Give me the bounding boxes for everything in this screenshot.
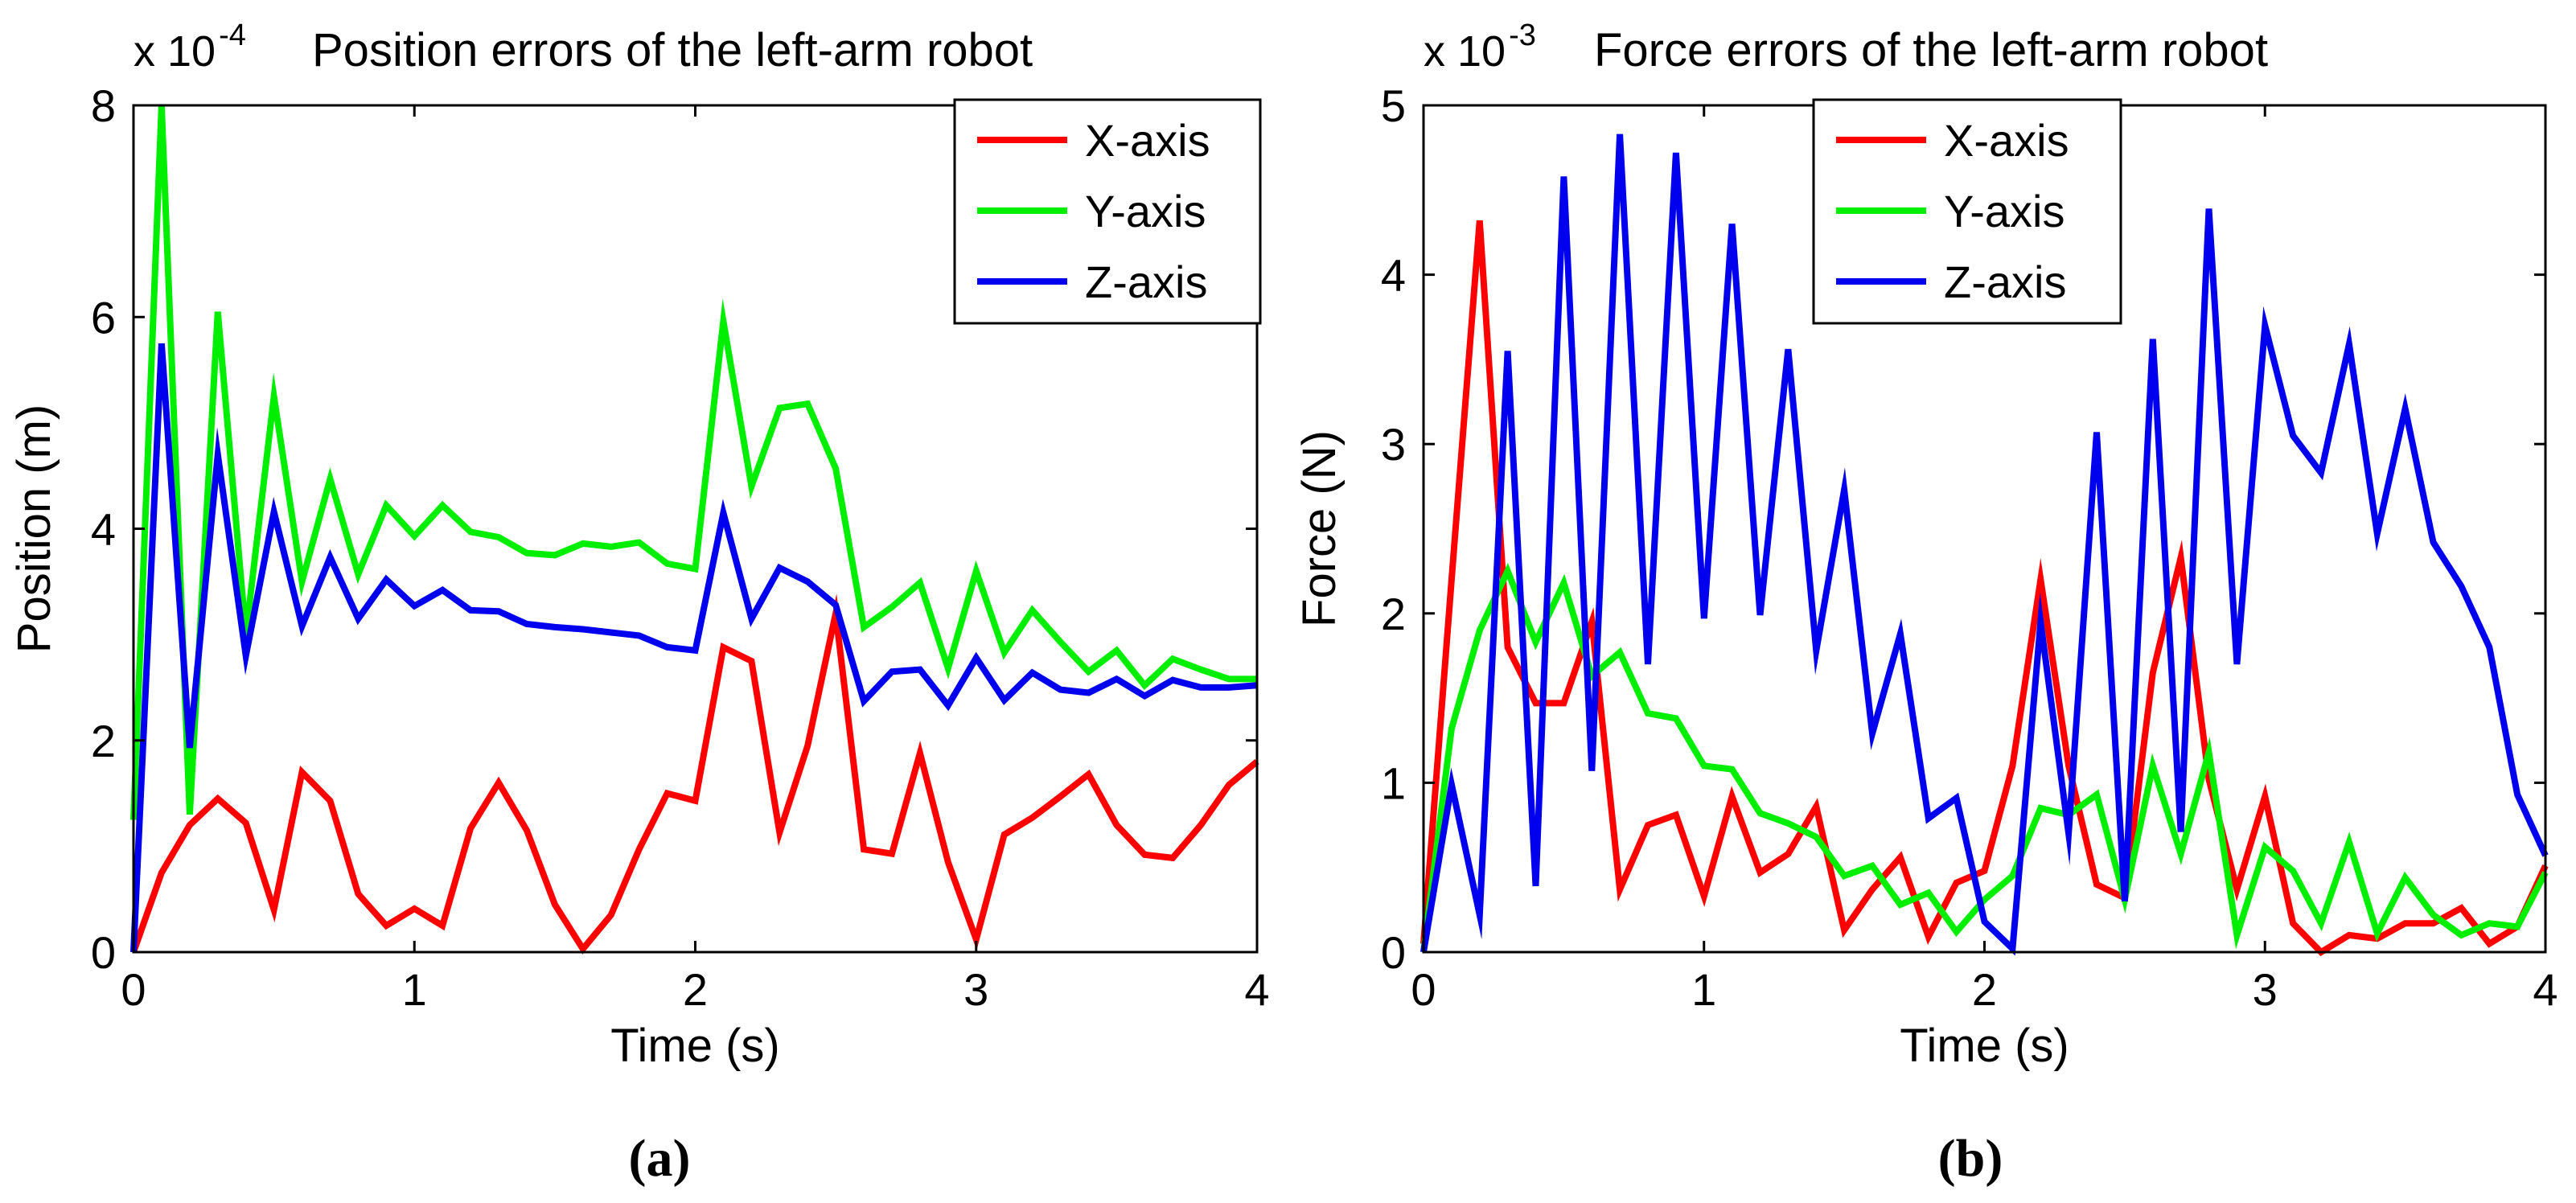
x-tick-label: 4 <box>2533 964 2558 1015</box>
y-tick-label: 5 <box>1381 80 1406 131</box>
y-tick-label: 1 <box>1381 758 1406 808</box>
legend: X-axis Y-axis Z-axis <box>1812 98 2122 325</box>
chart-b-force-errors: 0 1 2 3 4 0 1 2 3 4 5 Time (s) Force (N) x 10 -3 Force … <box>1293 18 2558 1188</box>
axis-scale-label: x 10 -3 <box>1424 18 1536 76</box>
y-tick-label: 3 <box>1381 419 1406 470</box>
chart-a-position-errors: 0 1 2 3 4 0 2 4 6 8 Time (s) Position (m) x 10 -4 Posi… <box>8 18 1270 1188</box>
legend-label: Z-axis <box>1085 257 1207 307</box>
series-line-y-axis <box>130 105 1257 820</box>
x-tick-label: 4 <box>1244 964 1269 1015</box>
x-tick-label: 1 <box>1691 964 1716 1015</box>
series-line-x-axis <box>1420 220 2549 957</box>
x-tick-label: 1 <box>402 964 427 1015</box>
axis-scale-exponent: -4 <box>219 18 246 52</box>
chart-title: Force errors of the left-arm robot <box>1594 24 2268 76</box>
y-axis-label: Force (N) <box>1293 430 1346 627</box>
legend-label: Y-axis <box>1944 186 2064 236</box>
series-line-x-axis <box>130 593 1259 955</box>
legend-label: X-axis <box>1944 115 2069 166</box>
y-tick-label: 0 <box>91 927 116 978</box>
x-axis-label: Time (s) <box>610 1020 779 1072</box>
y-tick-label: 4 <box>1381 250 1406 301</box>
y-tick-label: 4 <box>91 504 116 555</box>
legend-label: Z-axis <box>1944 257 2066 307</box>
y-tick-label: 2 <box>1381 589 1406 639</box>
x-axis-label: Time (s) <box>1900 1020 2069 1072</box>
series-line-z-axis <box>1420 133 2549 956</box>
x-tick-label: 3 <box>2253 964 2278 1015</box>
y-tick-label: 6 <box>91 292 116 343</box>
y-axis-label: Position (m) <box>8 404 60 653</box>
axis-scale-base: x 10 <box>1424 27 1506 76</box>
axis-scale-exponent: -3 <box>1509 18 1536 52</box>
x-tick-label: 2 <box>1972 964 1997 1015</box>
x-tick-label: 0 <box>121 964 146 1015</box>
legend: X-axis Y-axis Z-axis <box>953 98 1262 325</box>
chart-title: Position errors of the left-arm robot <box>312 24 1033 76</box>
panel-label: (b) <box>1938 1129 2003 1188</box>
legend-label: X-axis <box>1085 115 1210 166</box>
y-tick-label: 2 <box>91 716 116 766</box>
legend-label: Y-axis <box>1085 186 1206 236</box>
x-tick-label: 2 <box>683 964 708 1015</box>
series-line-y-axis <box>1420 563 2549 953</box>
y-tick-label: 8 <box>91 80 116 131</box>
x-tick-label: 3 <box>963 964 988 1015</box>
x-tick-label: 0 <box>1411 964 1436 1015</box>
y-tick-label: 0 <box>1381 927 1406 978</box>
axis-scale-base: x 10 <box>134 27 216 76</box>
axis-scale-label: x 10 -4 <box>134 18 246 76</box>
panel-label: (a) <box>629 1129 691 1188</box>
series-line-z-axis <box>130 343 1258 953</box>
